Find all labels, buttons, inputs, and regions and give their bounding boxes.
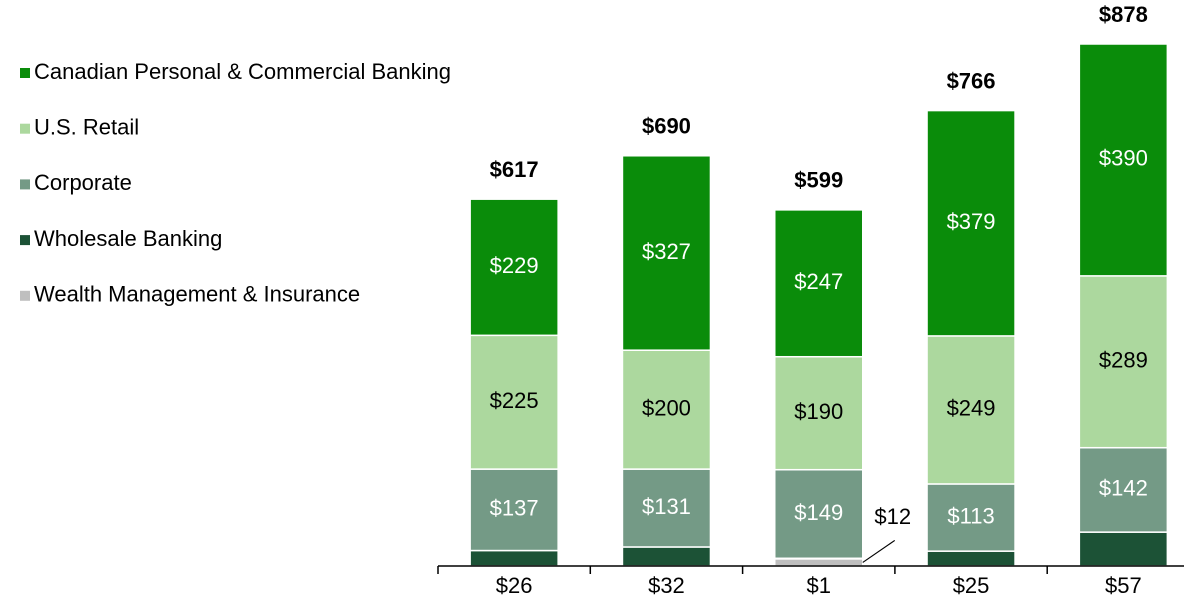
legend-swatch <box>20 123 30 134</box>
legend-label: U.S. Retail <box>34 115 139 140</box>
value-label: $12 <box>874 504 911 529</box>
bar-segment <box>1078 275 1169 449</box>
legend-swatch <box>20 179 30 190</box>
value-label: $1 <box>807 573 831 598</box>
value-label: $32 <box>648 573 685 598</box>
bar-segment <box>926 335 1016 485</box>
bar-segment <box>621 155 712 351</box>
bar-segment <box>469 334 559 470</box>
legend-label: Corporate <box>34 170 132 195</box>
bar-segment <box>926 483 1016 552</box>
value-label: $229 <box>490 253 539 278</box>
legend-label: Wealth Management & Insurance <box>34 282 360 307</box>
value-label: $26 <box>496 573 533 598</box>
leader-line <box>862 539 896 563</box>
value-label: $200 <box>642 395 691 420</box>
value-label: $190 <box>794 399 843 424</box>
value-label: $25 <box>953 573 990 598</box>
legend-label: Canadian Personal & Commercial Banking <box>34 59 451 84</box>
value-label: $379 <box>947 209 996 234</box>
legend-swatch <box>20 68 30 78</box>
value-label: $131 <box>642 494 691 519</box>
total-label: $690 <box>642 114 691 139</box>
value-label: $327 <box>642 239 691 264</box>
bar-segment <box>1078 531 1169 567</box>
bar-segment <box>469 468 559 552</box>
bar-segment <box>774 355 864 471</box>
value-label: $225 <box>490 388 539 413</box>
bar-segment <box>1078 43 1169 277</box>
bar-segment <box>774 468 864 560</box>
bar-segment <box>469 549 559 567</box>
bar-segment <box>621 349 712 470</box>
legend-swatch <box>20 235 30 246</box>
bar-segment <box>774 558 864 567</box>
bar-segment <box>621 546 712 567</box>
total-label: $878 <box>1099 2 1148 27</box>
bar-segment <box>621 468 712 548</box>
value-label: $137 <box>490 496 539 521</box>
bar-segment <box>926 550 1016 567</box>
bar-segment <box>1078 446 1169 533</box>
total-label: $617 <box>490 157 539 182</box>
total-label: $599 <box>794 168 843 193</box>
total-label: $766 <box>947 68 996 93</box>
value-label: $113 <box>947 503 994 528</box>
value-label: $57 <box>1105 573 1142 598</box>
bar-segment <box>926 109 1016 337</box>
value-label: $289 <box>1099 348 1148 373</box>
value-label: $249 <box>947 396 996 421</box>
bar-segment <box>469 198 559 337</box>
legend-label: Wholesale Banking <box>34 226 222 251</box>
value-label: $142 <box>1099 476 1148 501</box>
value-label: $247 <box>794 269 843 294</box>
value-label: $149 <box>794 500 843 525</box>
legend-swatch <box>20 290 30 301</box>
value-label: $390 <box>1099 146 1148 171</box>
bar-segment <box>774 209 864 358</box>
